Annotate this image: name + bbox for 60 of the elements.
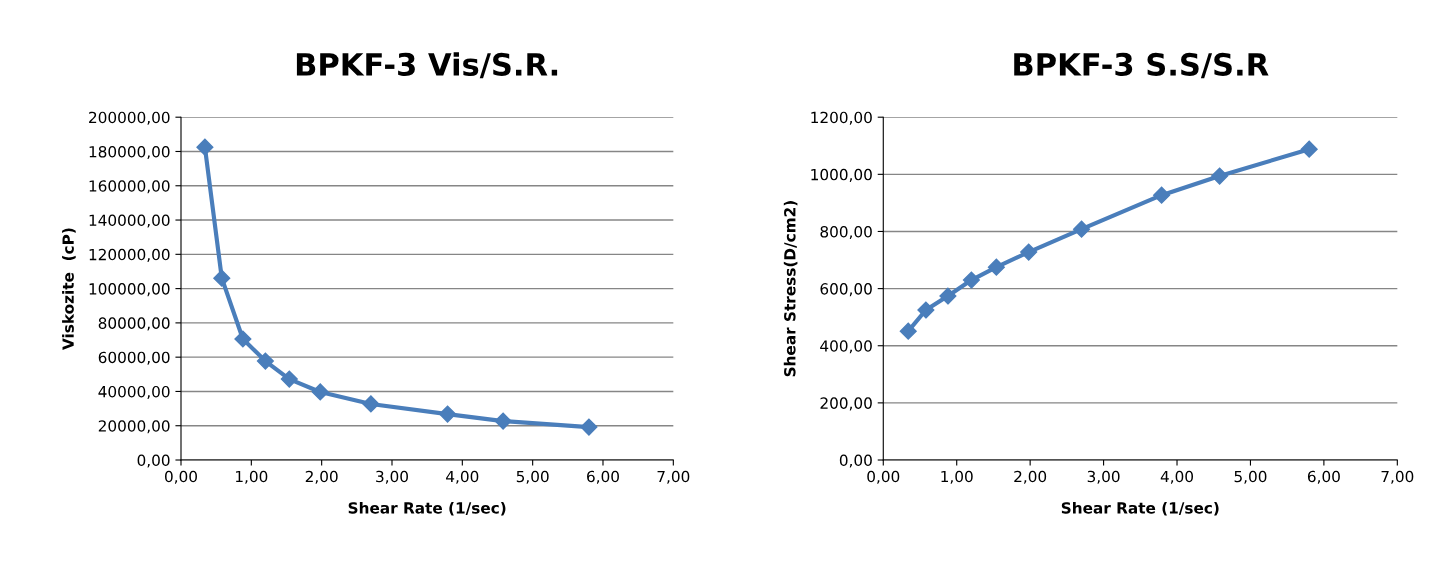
point — [1211, 167, 1229, 185]
y-tick-label: 600,00 — [820, 283, 872, 297]
x-tick-label: 6,00 — [587, 470, 619, 484]
x-tick-label: 0,00 — [165, 470, 197, 484]
point — [1300, 140, 1318, 158]
chart-title: BPKF-3 S.S/S.R — [1014, 52, 1269, 79]
x-axis-title: Shear Rate (1/sec) — [348, 501, 506, 516]
x-tick-label: 1,00 — [236, 470, 268, 484]
point — [256, 352, 274, 370]
point — [580, 418, 598, 436]
x-tick-label: 0,00 — [867, 470, 900, 484]
y-tick-label: 0,00 — [839, 454, 872, 468]
x-axis-title: Shear Rate (1/sec) — [1061, 501, 1219, 516]
point — [1020, 243, 1038, 261]
point — [234, 330, 252, 348]
x-tick-label: 1,00 — [941, 470, 973, 484]
point — [1073, 220, 1091, 238]
y-tick-label: 60000,00 — [98, 351, 170, 365]
y-tick-label: 1000,00 — [811, 168, 872, 182]
y-tick-label: 200000,00 — [89, 111, 170, 125]
y-tick-label: 800,00 — [820, 225, 872, 240]
y-tick-label: 1200,00 — [811, 111, 872, 125]
y-tick-label: 100000,00 — [89, 283, 170, 297]
x-tick-label: 3,00 — [376, 470, 408, 484]
point — [362, 395, 380, 413]
x-tick-label: 5,00 — [516, 470, 549, 484]
x-tick-label: 7,00 — [1381, 470, 1414, 484]
point — [439, 405, 457, 423]
point — [917, 301, 935, 319]
y-tick-label: 180000,00 — [89, 145, 170, 160]
point — [1153, 186, 1171, 204]
x-tick-label: 4,00 — [446, 470, 479, 484]
y-tick-label: 140000,00 — [89, 214, 170, 228]
y-tick-label: 120000,00 — [89, 248, 170, 262]
y-tick-label: 20000,00 — [98, 420, 170, 434]
x-tick-label: 3,00 — [1087, 470, 1120, 484]
x-tick-label: 4,00 — [1160, 470, 1194, 484]
point — [311, 383, 329, 401]
y-tick-label: 40000,00 — [98, 385, 170, 400]
point — [196, 138, 214, 156]
x-tick-label: 2,00 — [1014, 470, 1047, 484]
y-tick-label: 200,00 — [820, 397, 872, 411]
chart-title: BPKF-3 Vis/S.R. — [296, 52, 558, 79]
y-tick-label: 160000,00 — [89, 180, 170, 194]
x-tick-label: 2,00 — [305, 470, 338, 484]
point — [962, 271, 980, 289]
point — [494, 412, 512, 430]
y-axis-title: Viskozite (cP) — [62, 228, 76, 350]
point — [939, 287, 957, 305]
x-tick-label: 7,00 — [657, 470, 690, 484]
point — [280, 370, 298, 388]
point — [213, 269, 231, 287]
y-tick-label: 400,00 — [820, 340, 872, 354]
x-tick-label: 5,00 — [1234, 470, 1267, 484]
point — [899, 322, 917, 340]
y-tick-label: 0,00 — [137, 454, 170, 468]
point — [987, 258, 1005, 276]
y-axis-title: Shear Stress(D/cm2) — [783, 201, 798, 377]
y-tick-label: 80000,00 — [98, 317, 170, 331]
x-tick-label: 6,00 — [1307, 470, 1340, 484]
